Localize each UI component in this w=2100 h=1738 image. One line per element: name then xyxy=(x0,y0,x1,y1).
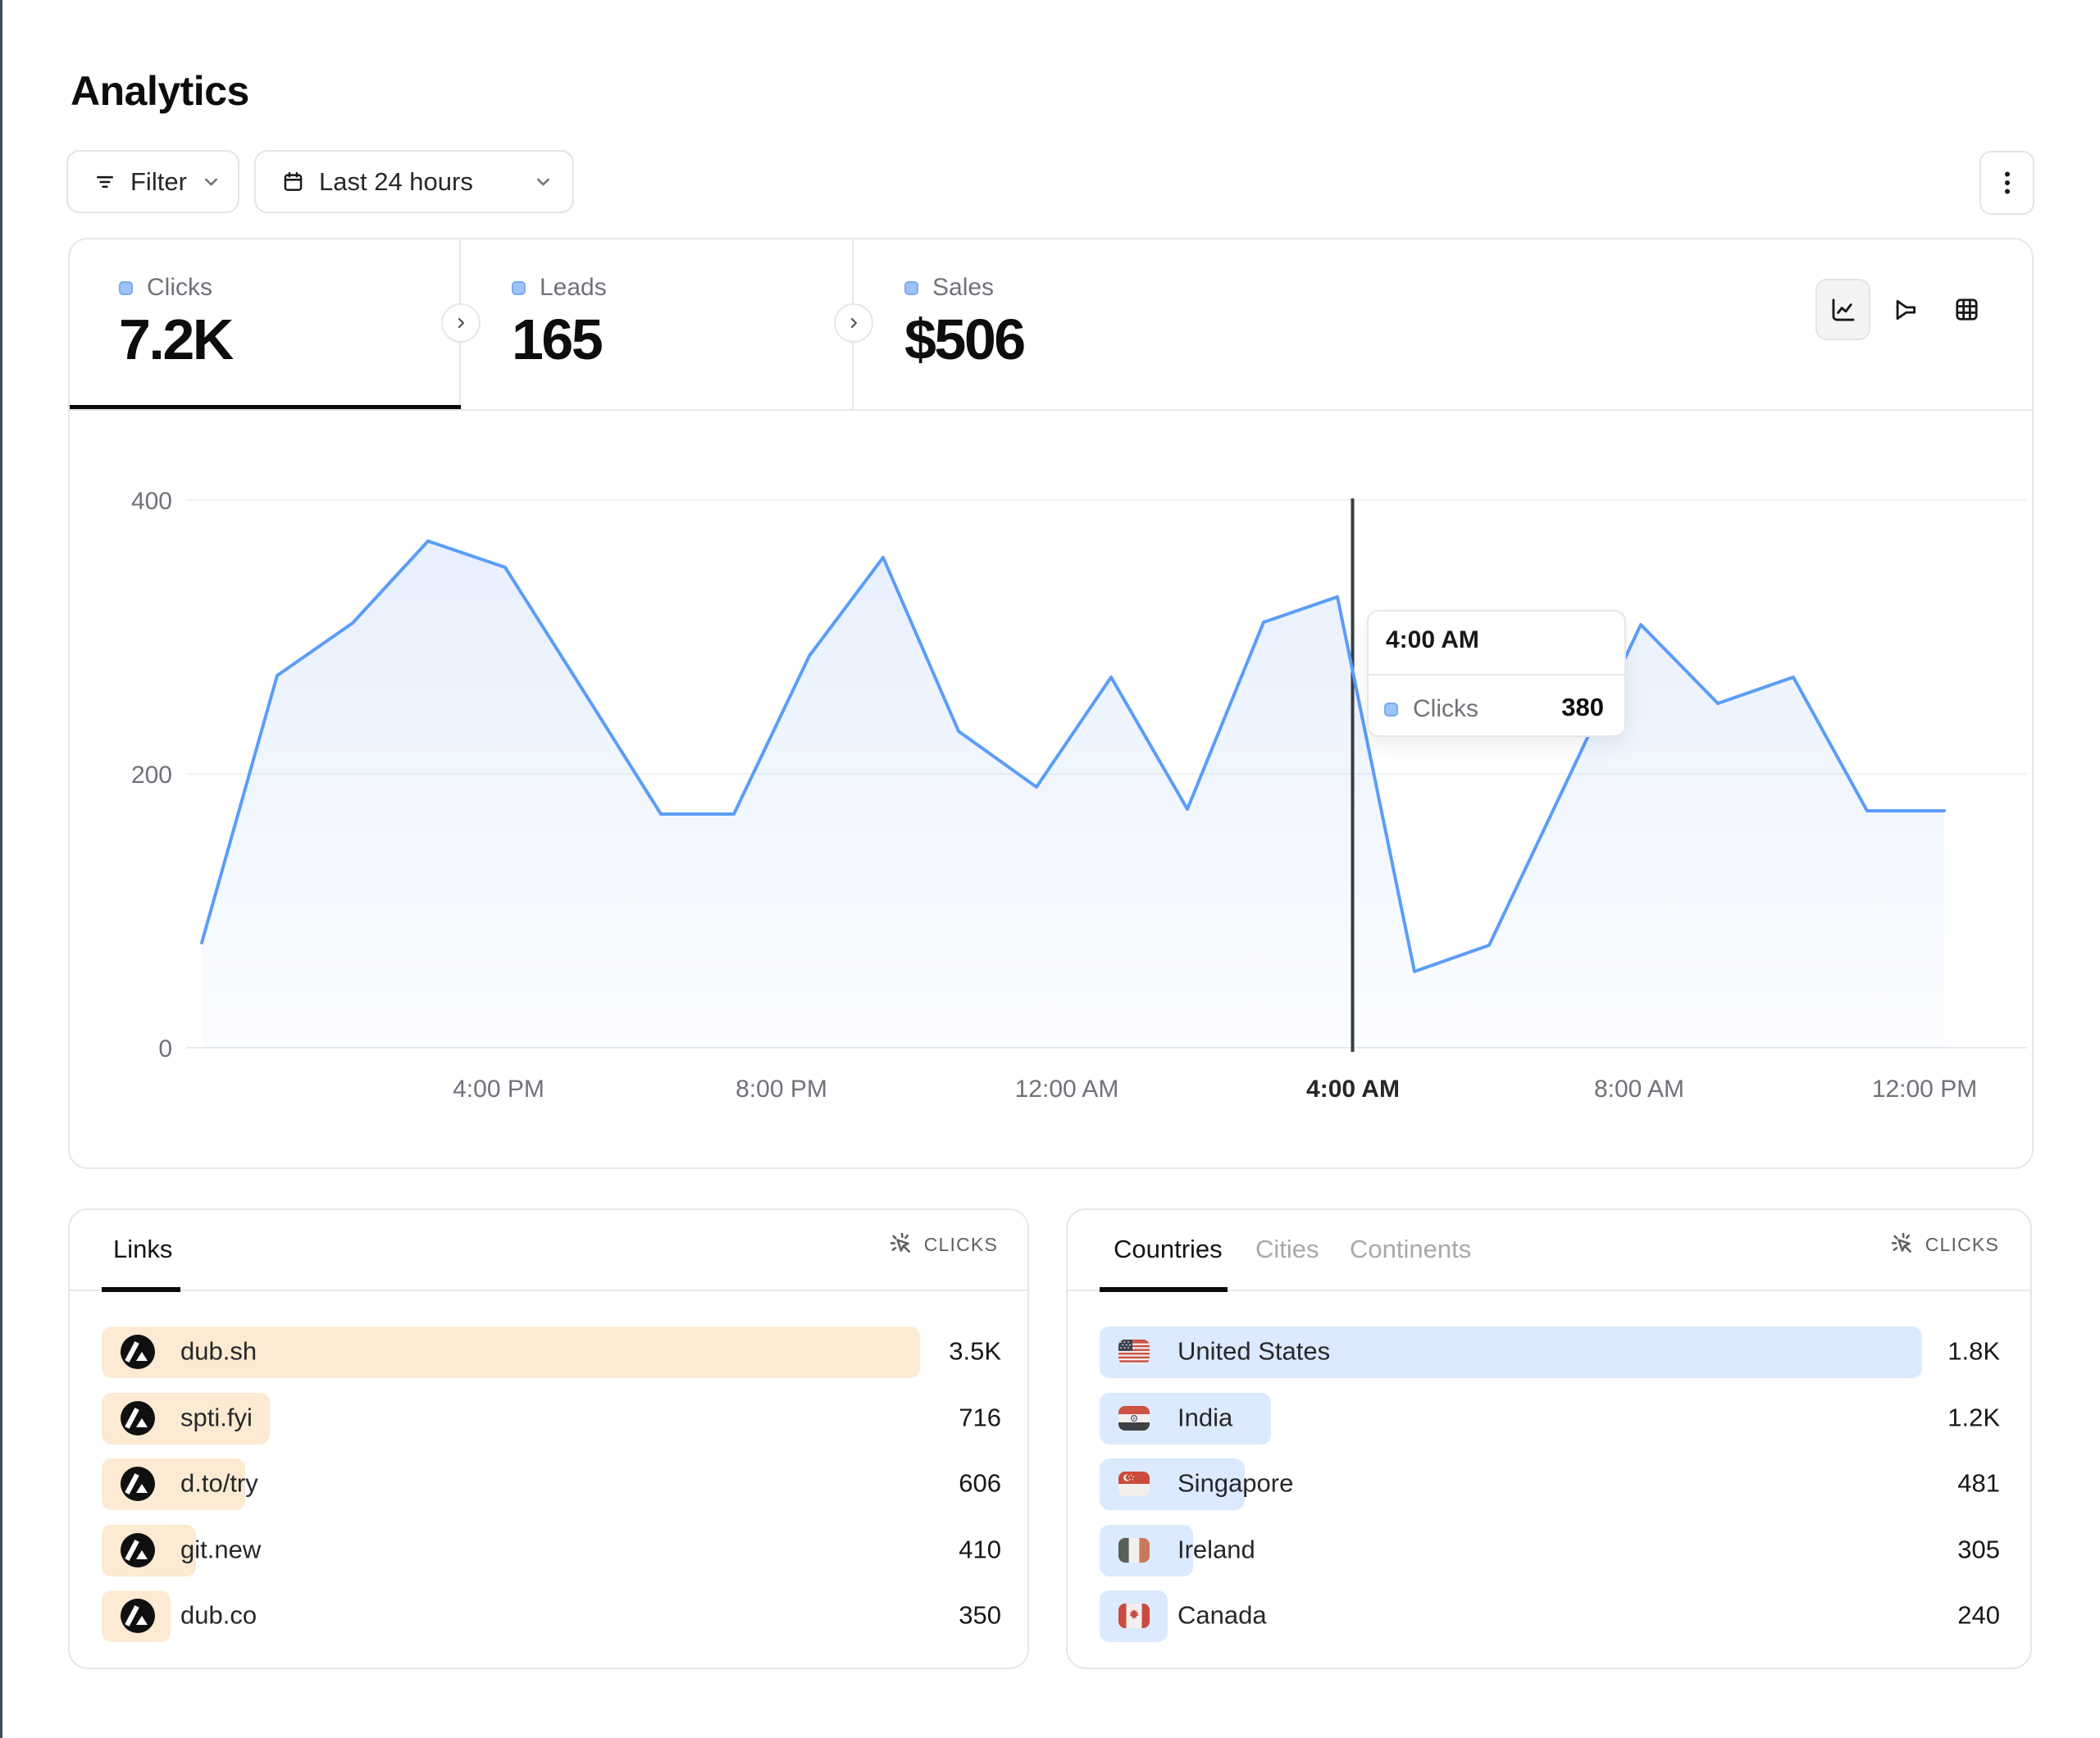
svg-text:0: 0 xyxy=(158,1035,172,1062)
svg-text:8:00 AM: 8:00 AM xyxy=(1594,1076,1684,1103)
svg-text:4:00 AM: 4:00 AM xyxy=(1306,1076,1400,1103)
svg-text:8:00 PM: 8:00 PM xyxy=(736,1076,827,1103)
svg-text:12:00 AM: 12:00 AM xyxy=(1015,1076,1119,1103)
svg-text:200: 200 xyxy=(131,762,172,789)
svg-text:400: 400 xyxy=(131,488,172,515)
svg-text:12:00 PM: 12:00 PM xyxy=(1872,1076,1977,1103)
svg-text:4:00 PM: 4:00 PM xyxy=(453,1076,544,1103)
